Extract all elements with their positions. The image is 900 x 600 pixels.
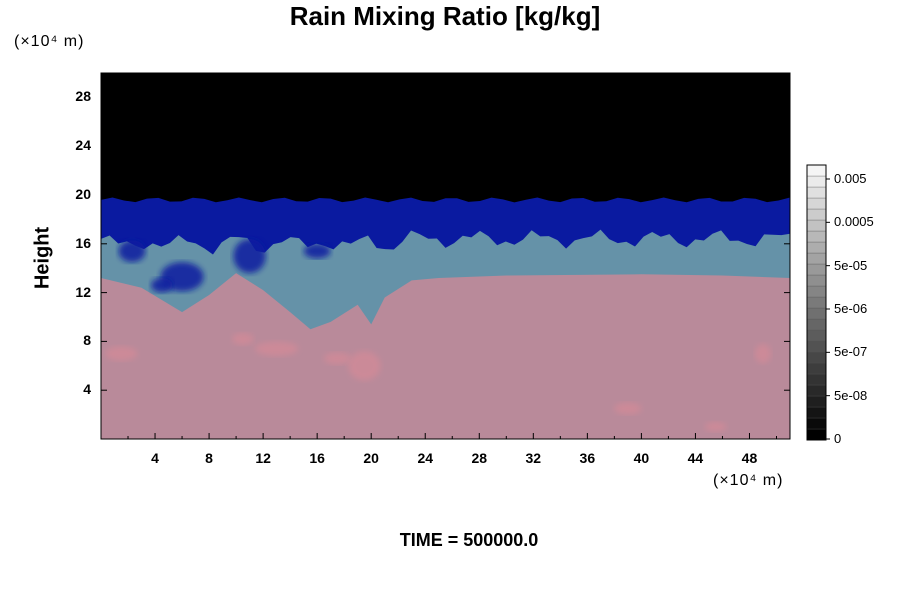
colorbar-label: 5e-08 — [834, 387, 868, 403]
pink-blob-2 — [105, 346, 138, 361]
colorbar — [806, 164, 830, 441]
x-tick-label: 12 — [255, 450, 271, 466]
colorbar-band — [806, 373, 827, 386]
pink-blob-3 — [614, 402, 642, 415]
colorbar-band — [806, 296, 827, 309]
colorbar-band — [806, 307, 827, 320]
heatmap-field — [101, 73, 790, 439]
x-tick-label: 28 — [471, 450, 488, 466]
colorbar-band — [806, 164, 827, 177]
pink-blob-1 — [348, 351, 381, 381]
time-label: TIME = 500000.0 — [399, 530, 539, 550]
x-tick-label: 16 — [309, 450, 325, 466]
colorbar-band — [806, 329, 827, 342]
colorbar-band — [806, 219, 827, 232]
colorbar-band — [806, 428, 827, 441]
x-tick-label: 40 — [633, 450, 650, 466]
y-tick-label: 20 — [75, 186, 91, 202]
x-tick-label: 24 — [417, 450, 434, 466]
y-tick-label: 24 — [75, 137, 91, 154]
colorbar-band — [806, 252, 827, 265]
colorbar-band — [806, 417, 827, 430]
y-tick-label: 12 — [75, 283, 91, 300]
blue-swirl-1 — [118, 240, 146, 263]
blue-swirl-4 — [150, 277, 173, 293]
colorbar-label: 5e-06 — [834, 301, 868, 316]
colorbar-label: 0.0005 — [834, 214, 874, 230]
axes — [100, 72, 791, 440]
colorbar-band — [806, 406, 827, 419]
pink-blob-7 — [323, 352, 351, 365]
x-tick-label: 20 — [363, 450, 379, 466]
colorbar-band — [806, 340, 827, 353]
pink-blob-0 — [255, 341, 299, 357]
colorbar-band — [806, 384, 827, 397]
colorbar-band — [806, 263, 827, 276]
x-tick-label: 8 — [205, 450, 213, 466]
colorbar-label: 5e-07 — [834, 344, 868, 360]
y-unit-label: (×10⁴ m) — [14, 33, 85, 50]
colorbar-band — [806, 175, 827, 188]
colorbar-band — [806, 274, 827, 287]
y-tick-label: 8 — [83, 332, 91, 349]
y-tick-label: 28 — [75, 88, 91, 105]
colorbar-band — [806, 395, 827, 408]
colorbar-band — [806, 318, 827, 331]
colorbar-band — [806, 351, 827, 364]
blue-swirl-3 — [303, 243, 331, 259]
colorbar-band — [806, 230, 827, 243]
pink-blob-4 — [704, 421, 727, 432]
chart-title: Rain Mixing Ratio [kg/kg] — [289, 1, 601, 31]
x-unit-label: (×10⁴ m) — [713, 472, 784, 489]
colorbar-band — [806, 197, 827, 210]
colorbar-label: 0 — [834, 431, 842, 446]
plot-frame — [100, 72, 791, 440]
colorbar-band — [806, 362, 827, 375]
pink-blob-5 — [754, 343, 772, 364]
colorbar-band — [806, 241, 827, 254]
colorbar-band — [806, 208, 827, 221]
x-tick-label: 36 — [579, 450, 596, 466]
y-tick-label: 16 — [75, 234, 91, 251]
y-tick-label: 4 — [83, 381, 91, 398]
blue-swirl-2 — [233, 238, 266, 274]
colorbar-frame — [806, 164, 827, 441]
x-tick-label: 32 — [525, 450, 542, 466]
colorbar-label: 5e-05 — [834, 257, 868, 273]
colorbar-band — [806, 285, 827, 298]
colorbar-band — [806, 186, 827, 199]
x-tick-label: 48 — [741, 450, 758, 466]
x-tick-label: 44 — [687, 450, 704, 466]
region-pink — [101, 273, 790, 439]
colorbar-label: 0.005 — [834, 171, 867, 186]
x-tick-label: 4 — [151, 450, 159, 466]
pink-blob-6 — [232, 332, 254, 346]
